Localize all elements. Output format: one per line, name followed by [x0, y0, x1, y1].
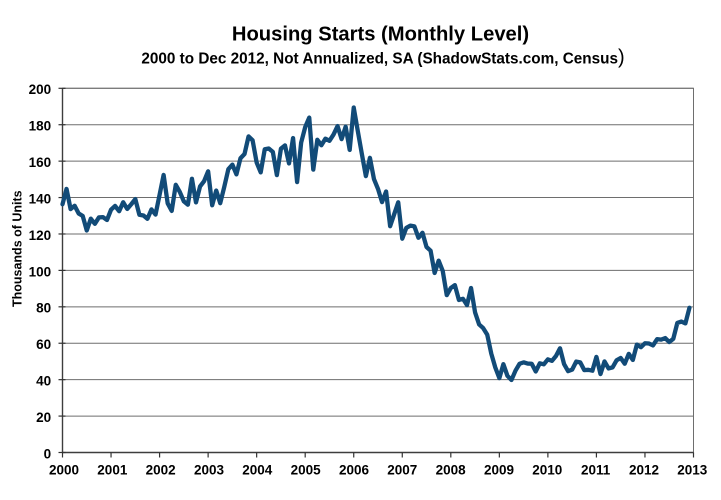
- svg-text:2000 to Dec 2012, Not Annualiz: 2000 to Dec 2012, Not Annualized, SA (Sh…: [141, 47, 624, 69]
- svg-text:Housing Starts (Monthly Level): Housing Starts (Monthly Level): [232, 24, 529, 46]
- svg-text:2006: 2006: [339, 462, 370, 477]
- svg-text:2010: 2010: [532, 462, 562, 477]
- svg-text:2008: 2008: [436, 462, 467, 477]
- svg-text:2004: 2004: [242, 462, 273, 477]
- svg-text:2001: 2001: [97, 462, 128, 477]
- svg-text:2009: 2009: [484, 462, 514, 477]
- svg-text:2013: 2013: [677, 462, 708, 477]
- svg-text:0: 0: [44, 446, 52, 461]
- svg-text:2000: 2000: [49, 462, 79, 477]
- svg-text:2012: 2012: [629, 462, 659, 477]
- svg-text:80: 80: [36, 301, 51, 316]
- svg-text:20: 20: [36, 410, 51, 425]
- svg-text:140: 140: [29, 191, 52, 206]
- svg-text:2005: 2005: [291, 462, 322, 477]
- svg-text:2002: 2002: [146, 462, 176, 477]
- svg-text:2003: 2003: [194, 462, 225, 477]
- svg-text:60: 60: [36, 337, 51, 352]
- svg-text:2011: 2011: [581, 462, 611, 477]
- svg-text:2007: 2007: [387, 462, 417, 477]
- svg-text:160: 160: [29, 155, 52, 170]
- svg-text:40: 40: [36, 374, 51, 389]
- svg-text:120: 120: [29, 228, 52, 243]
- svg-text:180: 180: [29, 119, 52, 134]
- svg-text:100: 100: [29, 264, 52, 279]
- svg-text:200: 200: [29, 82, 52, 97]
- svg-text:Thousands of Units: Thousands of Units: [11, 190, 25, 307]
